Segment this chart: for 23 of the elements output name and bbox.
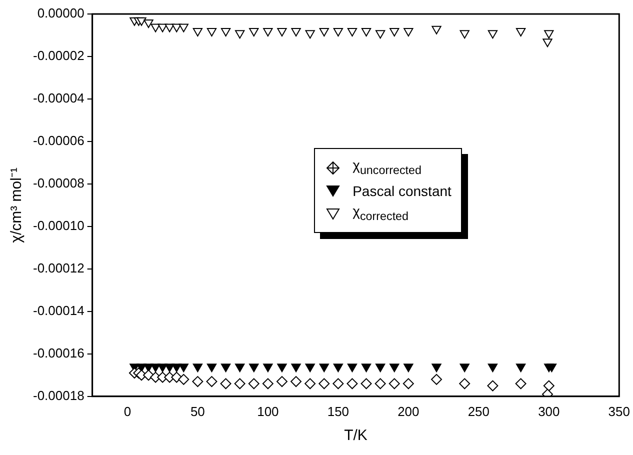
y-tick-label: -0.00012 [32,260,84,276]
x-tick-label: 0 [124,404,132,419]
legend-label: χ$_{corrected}$ [352,202,409,224]
y-tick-label: -0.00014 [32,303,84,318]
x-axis-title: T/K [344,427,368,444]
y-tick-label: -0.00008 [32,176,84,191]
x-tick-label: 200 [398,404,420,419]
x-tick-label: 300 [538,404,560,419]
y-tick-label: -0.00018 [32,388,84,403]
x-tick-label: 350 [608,404,630,419]
y-tick-label: 0.00000 [37,6,84,21]
y-tick-label: -0.00002 [32,48,84,64]
y-tick-label: -0.00016 [32,345,84,360]
legend-label: Pascal constant [352,182,452,201]
x-tick-label: 150 [327,404,350,419]
y-tick-label: -0.00004 [32,90,84,106]
y-tick-label: -0.00006 [32,133,84,148]
x-tick-label: 50 [190,404,205,419]
y-axis-title: χ/cm³ mol⁻¹ [8,168,26,243]
x-tick-label: 250 [468,404,490,419]
y-tick-label: -0.00010 [32,218,84,234]
x-tick-label: 100 [257,404,279,419]
legend-label: χ$_{uncorrected}$ [352,156,422,179]
